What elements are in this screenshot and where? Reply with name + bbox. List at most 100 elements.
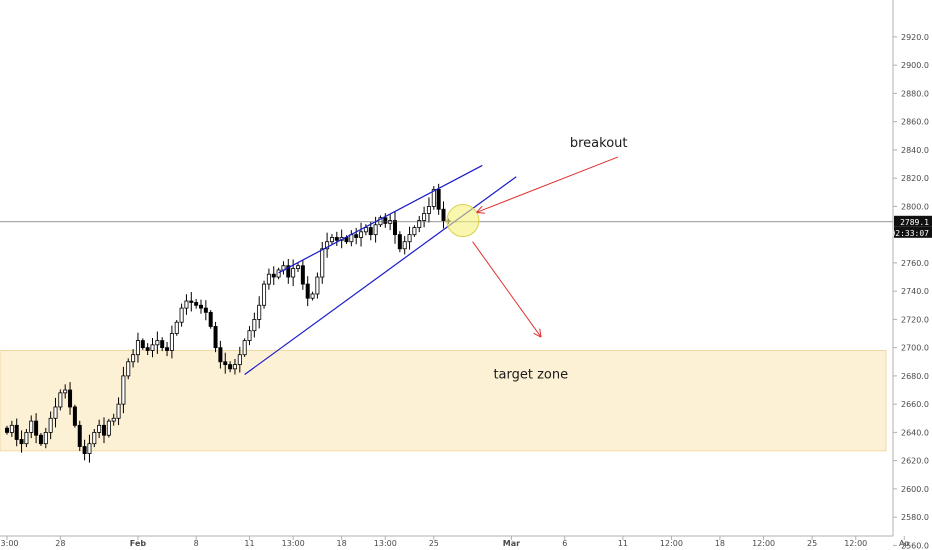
time-tick-label: 25 — [429, 539, 439, 548]
candle-body — [237, 354, 242, 365]
candle-body — [431, 189, 436, 207]
candle-body — [38, 434, 43, 445]
candle-body — [276, 269, 281, 278]
candle — [378, 215, 383, 228]
candle-body — [232, 364, 237, 370]
candle-body — [213, 326, 218, 349]
candle-body — [58, 392, 63, 408]
candle — [38, 432, 43, 446]
candle — [431, 186, 436, 210]
time-tick-label: 18 — [715, 539, 725, 548]
candle — [97, 419, 102, 439]
candle-body — [441, 208, 446, 221]
candle — [140, 338, 145, 350]
candle-body — [24, 431, 29, 445]
candle — [271, 266, 276, 285]
candle — [165, 342, 170, 357]
candle-body — [53, 406, 58, 419]
time-tick-label: 28 — [55, 539, 65, 548]
candle — [412, 225, 417, 237]
candle — [441, 201, 446, 229]
candle-body — [426, 205, 431, 214]
candle-body — [373, 224, 378, 236]
candle — [392, 211, 397, 244]
candle — [383, 213, 388, 228]
candle — [198, 299, 203, 314]
price-tick-label: 2740.0 — [901, 287, 929, 296]
candle-body — [252, 318, 257, 332]
candle — [150, 338, 155, 358]
candle-body — [354, 234, 359, 238]
candle — [262, 280, 267, 309]
candle-body — [97, 424, 102, 433]
candle — [397, 231, 402, 253]
breakout-marker-circle[interactable] — [446, 204, 480, 238]
candle — [121, 366, 126, 414]
time-tick-label: 12:00 — [752, 539, 775, 548]
candle-body — [43, 431, 48, 445]
candle — [111, 413, 116, 426]
candle — [291, 259, 296, 287]
candle — [359, 222, 364, 247]
candle-body — [87, 443, 92, 454]
candle — [194, 299, 199, 309]
time-tick-label: 12:00 — [660, 539, 683, 548]
candle-body — [155, 340, 160, 346]
candle — [34, 413, 39, 444]
candle — [72, 404, 77, 428]
candle-body — [131, 354, 136, 363]
candle — [300, 260, 305, 290]
price-tick-label: 2660.0 — [901, 400, 929, 409]
current-price-value: 2789.1 — [900, 218, 929, 227]
candle-body — [329, 237, 334, 243]
price-tick-label: 2820.0 — [901, 174, 929, 183]
candle-body — [5, 427, 10, 433]
candle-body — [135, 340, 140, 356]
time-tick-label: 11 — [618, 539, 628, 548]
candle-body — [82, 446, 87, 454]
price-tick-label: 2840.0 — [901, 146, 929, 155]
candle-body — [77, 424, 82, 447]
candle-body — [223, 361, 228, 365]
candle — [155, 331, 160, 354]
candle-body — [271, 273, 276, 278]
candle-body — [305, 283, 310, 299]
candle — [286, 258, 291, 284]
time-tick-label: 12:00 — [844, 539, 867, 548]
candle — [218, 340, 223, 369]
target-arrow[interactable] — [472, 241, 541, 337]
candle — [19, 430, 24, 453]
candle — [281, 261, 286, 275]
price-tick-label: 2560.0 — [901, 541, 929, 550]
candle-body — [150, 344, 155, 351]
candle-body — [116, 403, 121, 419]
candle — [174, 319, 179, 336]
candle — [354, 227, 359, 245]
candle-body — [266, 273, 271, 285]
candle-body — [218, 347, 223, 363]
time-tick-label: 13:00 — [374, 539, 397, 548]
candle-body — [310, 293, 315, 299]
candle-body — [48, 417, 53, 433]
wedge-upper-trendline[interactable] — [278, 164, 483, 274]
candle-body — [397, 234, 402, 250]
candle — [160, 337, 165, 352]
candle — [29, 415, 34, 439]
candle-body — [106, 420, 111, 436]
candle — [266, 268, 271, 290]
candle — [179, 303, 184, 327]
breakout-arrow[interactable] — [477, 156, 619, 212]
time-tick-label: 8 — [194, 539, 199, 548]
candle — [63, 384, 68, 399]
candle — [257, 296, 262, 329]
candle-body — [102, 424, 107, 436]
candle — [252, 312, 257, 338]
candle — [422, 206, 427, 228]
candle — [135, 332, 140, 363]
wedge-lower-trendline[interactable] — [244, 176, 517, 375]
price-tick-label: 2800.0 — [901, 202, 929, 211]
candle-body — [92, 431, 97, 445]
price-tick-label: 2640.0 — [901, 428, 929, 437]
candle — [68, 382, 73, 415]
